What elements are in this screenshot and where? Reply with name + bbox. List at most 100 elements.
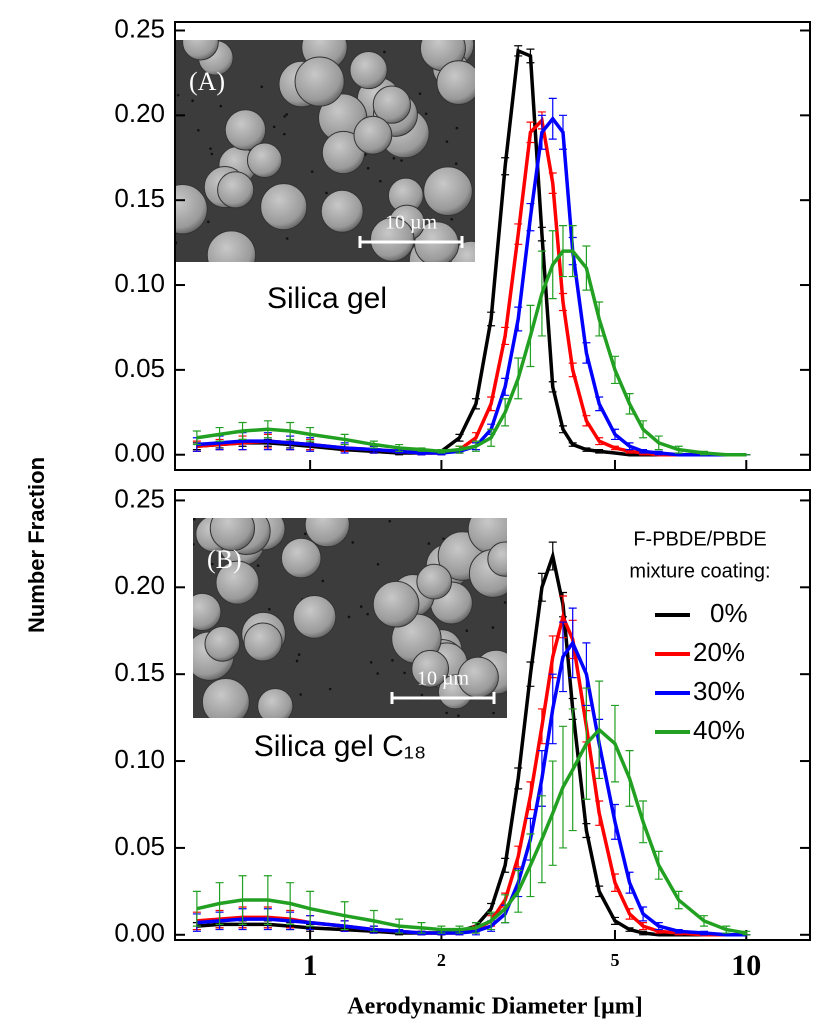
pore — [285, 113, 288, 116]
particle — [257, 688, 294, 718]
particle — [416, 563, 453, 600]
pore — [376, 672, 379, 675]
pore — [268, 607, 271, 611]
pore — [328, 687, 332, 691]
pore — [351, 541, 355, 544]
pore — [450, 217, 454, 221]
pore — [403, 671, 406, 675]
pore — [321, 579, 325, 583]
pore — [492, 711, 495, 715]
caption: Silica gel — [267, 282, 387, 315]
pore — [420, 693, 424, 697]
pore — [424, 112, 428, 116]
caption: Silica gel C₁₈ — [254, 730, 427, 763]
pore — [347, 615, 351, 619]
particle — [423, 166, 473, 216]
panel-label: (B) — [207, 545, 242, 574]
pore — [272, 125, 276, 129]
particle — [372, 580, 420, 628]
particle — [175, 183, 208, 235]
pore — [299, 693, 302, 696]
particle — [204, 626, 241, 662]
y-tick-label: 0.10 — [114, 268, 165, 298]
particle — [304, 518, 350, 548]
legend-label: 30% — [693, 676, 745, 706]
pore — [391, 658, 394, 662]
pore — [210, 152, 214, 156]
particle — [193, 592, 222, 632]
pore — [260, 85, 264, 89]
pore — [445, 140, 449, 143]
pore — [376, 562, 380, 566]
pore — [388, 519, 392, 523]
pore — [283, 115, 286, 118]
pore — [465, 629, 469, 632]
x-tick-label: 1 — [303, 949, 318, 982]
pore — [491, 626, 495, 629]
pore — [454, 162, 458, 166]
x-tick-label: 10 — [731, 949, 761, 982]
legend-label: 20% — [693, 637, 745, 667]
x-axis-label: Aerodynamic Diameter [µm] — [347, 994, 643, 1020]
pore — [366, 166, 370, 170]
pore — [427, 542, 431, 545]
y-tick-label: 0.00 — [114, 438, 165, 468]
particle — [411, 649, 450, 688]
x-tick-label: 2 — [437, 950, 446, 970]
pore — [359, 605, 363, 608]
pore — [325, 191, 328, 195]
panel-label: (A) — [189, 67, 225, 96]
y-tick-label: 0.00 — [114, 918, 165, 948]
particle — [243, 622, 283, 662]
particle — [372, 85, 412, 124]
pore — [191, 99, 194, 103]
pore — [207, 220, 210, 224]
particle — [217, 171, 255, 209]
pore — [400, 159, 403, 162]
plot-frame — [174, 489, 811, 941]
pore — [369, 661, 373, 664]
pore — [503, 601, 507, 604]
pore — [256, 564, 260, 567]
pore — [383, 50, 386, 54]
pore — [455, 126, 459, 130]
pore — [392, 156, 396, 160]
particle — [206, 230, 257, 262]
pore — [176, 93, 180, 97]
plot-frame — [174, 21, 811, 471]
particle — [246, 142, 283, 178]
pore — [197, 129, 200, 132]
pore — [379, 179, 382, 183]
particle — [215, 560, 260, 605]
legend-title: mixture coating: — [629, 560, 770, 582]
legend-label: 0% — [710, 598, 748, 628]
pore — [310, 170, 314, 173]
y-tick-label: 0.20 — [114, 98, 165, 128]
particle — [224, 109, 267, 151]
legend-title: F-PBDE/PBDE — [633, 528, 766, 550]
series-line — [196, 249, 747, 457]
series-line — [196, 115, 747, 457]
y-tick-label: 0.20 — [114, 570, 165, 600]
particle — [292, 595, 337, 639]
y-tick-label: 0.05 — [114, 831, 165, 861]
legend-label: 40% — [693, 715, 745, 745]
pore — [210, 562, 214, 566]
inset-particles — [193, 518, 507, 718]
pore — [209, 147, 212, 150]
scale-bar-label: 10 µm — [385, 212, 438, 234]
y-tick-label: 0.15 — [114, 183, 165, 213]
pore — [366, 612, 369, 616]
y-tick-label: 0.25 — [114, 13, 165, 43]
pore — [283, 132, 286, 136]
particle — [294, 56, 345, 107]
y-tick-label: 0.05 — [114, 353, 165, 383]
x-tick-label: 5 — [610, 950, 619, 970]
y-tick-label: 0.25 — [114, 483, 165, 513]
pore — [193, 518, 196, 521]
particle — [436, 60, 475, 105]
pore — [297, 653, 301, 656]
pore — [193, 543, 195, 546]
series-line — [196, 727, 747, 935]
